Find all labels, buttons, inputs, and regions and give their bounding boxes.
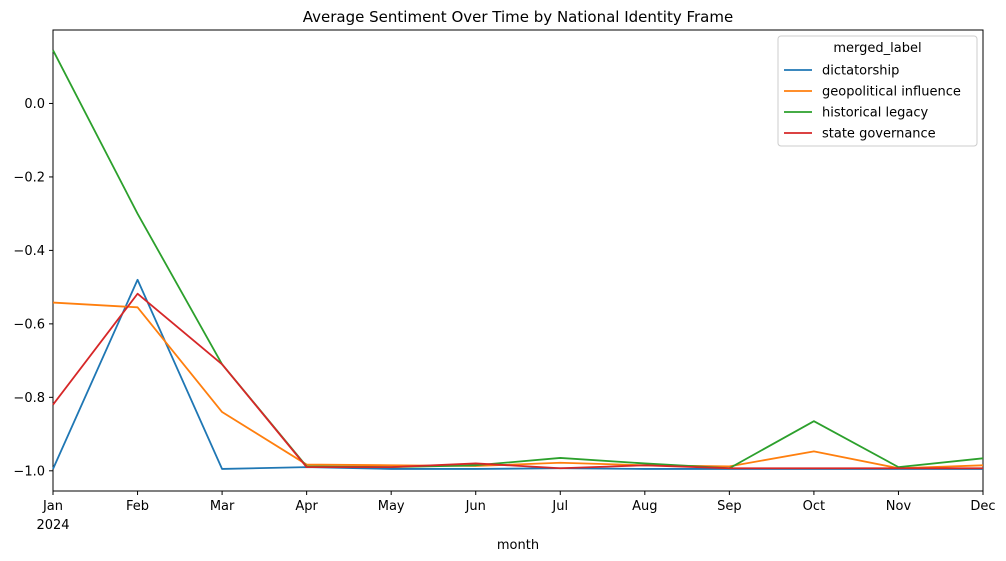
legend-label: state governance <box>822 127 936 142</box>
x-tick-label: Jul <box>551 499 568 514</box>
legend: merged_label dictatorship geopolitical in… <box>777 35 978 147</box>
x-tick-label: Feb <box>126 499 149 514</box>
x-tick-label: Nov <box>886 499 912 514</box>
x-tick-label: Oct <box>803 499 825 514</box>
y-tick-label: 0.0 <box>24 97 45 112</box>
legend-title: merged_label <box>833 41 921 56</box>
legend-label: historical legacy <box>822 106 928 121</box>
y-tick-label: −0.4 <box>13 244 45 259</box>
chart-title: Average Sentiment Over Time by National … <box>303 8 733 26</box>
series-line-historical-legacy <box>52 49 984 470</box>
x-tick-label: Aug <box>632 499 657 514</box>
series-line-state-governance <box>52 292 983 470</box>
x-tick-label: Apr <box>295 499 318 514</box>
plot-area <box>52 29 984 492</box>
x-tick-label: Sep <box>717 499 742 514</box>
x-axis-label: month <box>497 538 539 553</box>
legend-label: dictatorship <box>822 64 899 79</box>
legend-items: dictatorship geopolitical influence histor… <box>784 64 961 142</box>
x-tick-label: Dec <box>970 499 995 514</box>
legend-box <box>777 35 978 147</box>
series-line-geopolitical-influence <box>52 301 984 470</box>
x-tick-label: Jun <box>465 499 486 514</box>
year-label: 2024 <box>36 518 69 533</box>
legend-label: geopolitical influence <box>822 85 961 100</box>
series-lines <box>52 49 984 470</box>
x-tick-label: Mar <box>210 499 235 514</box>
y-axis: −1.0 −0.8 −0.6 −0.4 −0.2 0.0 <box>13 97 53 479</box>
y-tick-label: −1.0 <box>13 464 45 479</box>
y-tick-label: −0.2 <box>13 170 45 185</box>
x-axis: Jan Feb Mar Apr May Jun Jul Aug Sep Oct Nov Dec <box>42 491 996 514</box>
x-tick-label: May <box>378 499 405 514</box>
x-tick-label: Jan <box>42 499 63 514</box>
y-tick-label: −0.8 <box>13 391 45 406</box>
y-tick-label: −0.6 <box>13 317 45 332</box>
